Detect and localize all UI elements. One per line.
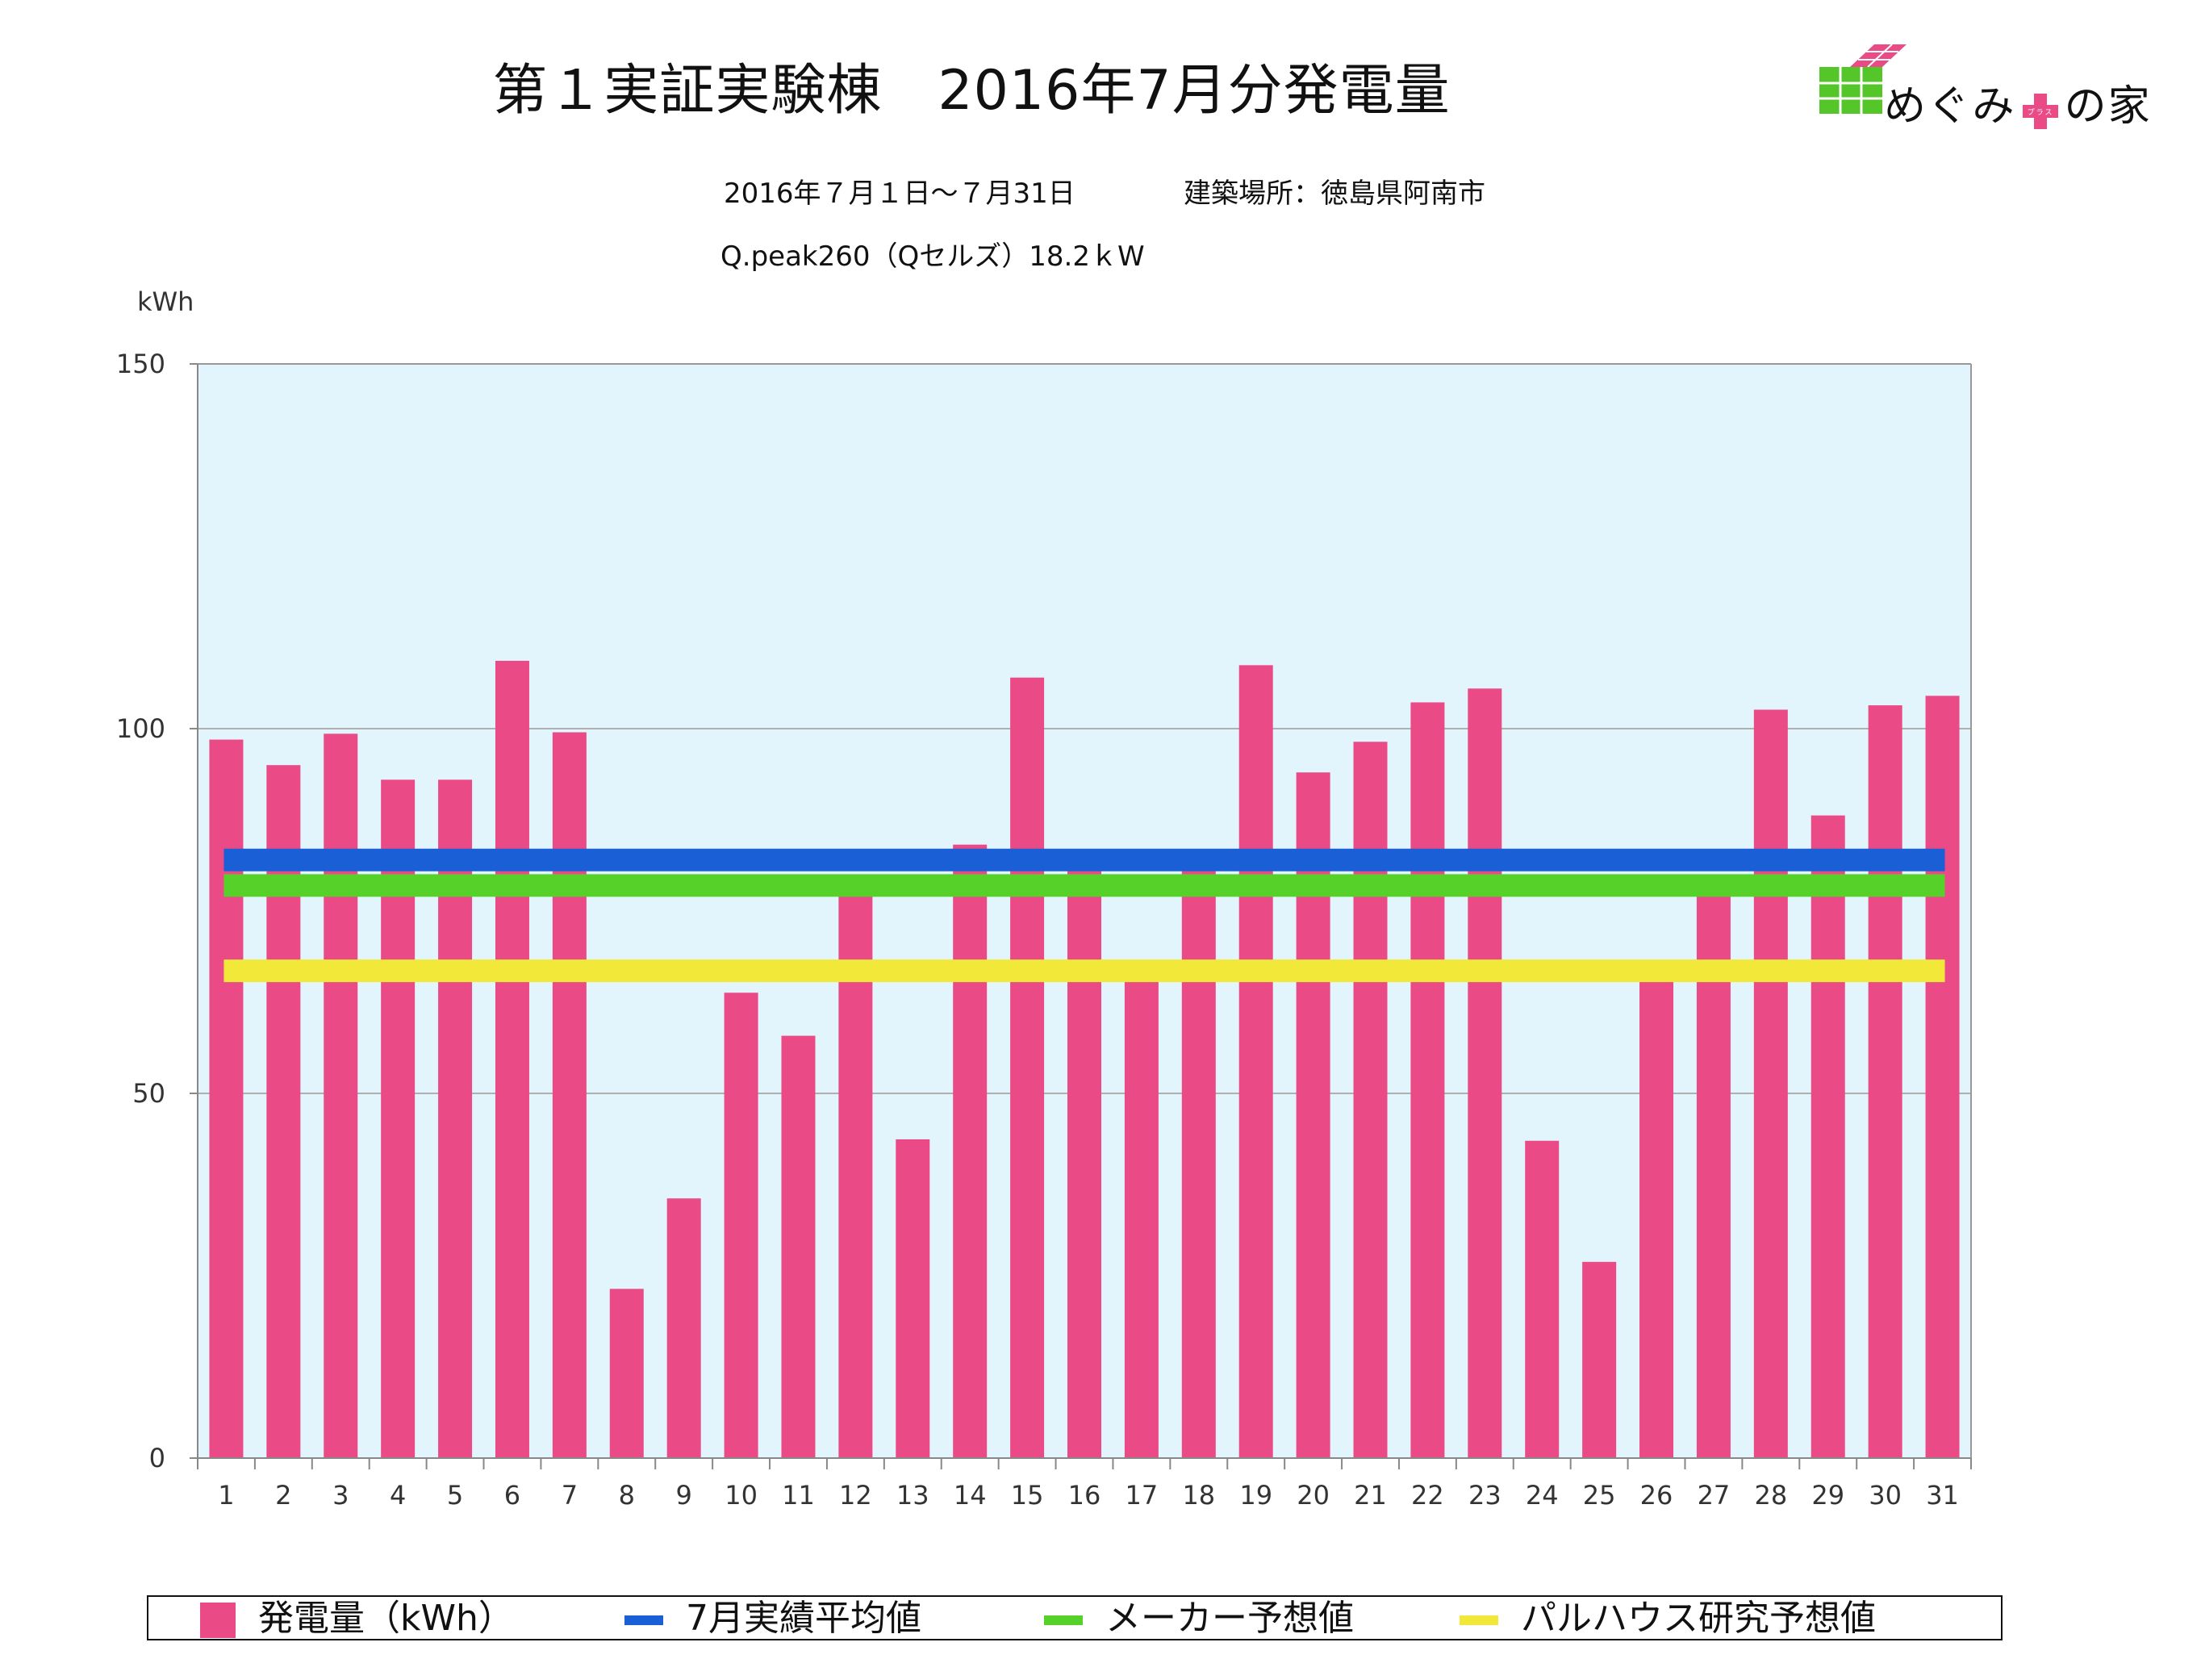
bar-day-26: [1639, 977, 1674, 1458]
bar-day-23: [1468, 688, 1502, 1458]
x-tick-label: 20: [1297, 1480, 1330, 1511]
legend-swatch-avg: [624, 1615, 663, 1625]
x-tick-label: 12: [839, 1480, 872, 1511]
x-tick-label: 6: [504, 1480, 520, 1511]
bar-day-31: [1925, 696, 1960, 1458]
legend-label-research: パルハウス研究予想値: [1521, 1598, 1876, 1639]
x-tick-label: 21: [1354, 1480, 1387, 1511]
legend-swatch-maker: [1044, 1615, 1083, 1625]
x-tick-label: 8: [619, 1480, 635, 1511]
x-tick-label: 5: [447, 1480, 463, 1511]
y-tick-label: 150: [116, 349, 165, 379]
bar-day-27: [1696, 891, 1731, 1458]
x-tick-label: 3: [332, 1480, 349, 1511]
logo-text-right: の家: [2064, 82, 2152, 131]
x-tick-label: 9: [675, 1480, 691, 1511]
x-tick-label: 13: [896, 1480, 929, 1511]
x-tick-label: 19: [1239, 1480, 1272, 1511]
bar-day-6: [495, 660, 529, 1458]
bar-day-16: [1067, 867, 1101, 1458]
y-tick-label: 0: [149, 1443, 165, 1473]
x-tick-label: 4: [390, 1480, 406, 1511]
brand-logo: めぐみプラス の家: [1819, 44, 2182, 131]
legend-label-maker: メーカー予想値: [1105, 1598, 1354, 1639]
y-tick-label: 50: [132, 1078, 165, 1109]
x-tick-label: 25: [1583, 1480, 1616, 1511]
bar-day-8: [609, 1289, 644, 1458]
bar-day-15: [1010, 677, 1045, 1458]
bar-day-9: [666, 1198, 701, 1458]
bar-day-10: [724, 993, 758, 1458]
legend-swatch-output: [200, 1603, 236, 1638]
system-label: Q.peak260（Qセルズ）18.2ｋW: [720, 240, 1145, 273]
x-tick-label: 27: [1698, 1480, 1731, 1511]
x-tick-label: 10: [725, 1480, 758, 1511]
legend-swatch-research: [1460, 1615, 1498, 1625]
bar-day-30: [1868, 705, 1902, 1458]
legend-item-avg: 7月実績平均値: [624, 1599, 921, 1639]
x-tick-label: 28: [1754, 1480, 1787, 1511]
x-tick-label: 15: [1011, 1480, 1044, 1511]
bar-day-1: [209, 739, 244, 1458]
x-tick-label: 11: [782, 1480, 815, 1511]
bar-day-17: [1124, 977, 1159, 1458]
bar-day-3: [324, 733, 358, 1458]
legend-label-output: 発電量（kWh）: [258, 1598, 514, 1639]
x-tick-label: 17: [1126, 1480, 1159, 1511]
x-tick-label: 1: [218, 1480, 234, 1511]
x-tick-label: 31: [1926, 1480, 1959, 1511]
plus-cross-icon: プラス: [2022, 91, 2058, 129]
bar-day-22: [1410, 702, 1445, 1458]
bar-day-25: [1582, 1261, 1617, 1458]
x-tick-label: 2: [275, 1480, 291, 1511]
x-tick-label: 18: [1182, 1480, 1215, 1511]
house-grid-icon: [1819, 44, 1907, 114]
legend-item-output: 発電量（kWh）: [200, 1599, 514, 1639]
bar-day-13: [896, 1139, 930, 1458]
legend-item-maker: メーカー予想値: [1044, 1599, 1354, 1639]
x-tick-label: 29: [1811, 1480, 1844, 1511]
logo-text-left: めぐみ: [1884, 82, 2016, 131]
x-tick-label: 30: [1869, 1480, 1902, 1511]
x-tick-label: 23: [1468, 1480, 1501, 1511]
y-tick-label: 100: [116, 713, 165, 744]
legend: 発電量（kWh） 7月実績平均値 メーカー予想値 パルハウス研究予想値: [147, 1595, 2003, 1640]
bar-day-24: [1525, 1140, 1560, 1458]
logo-text: めぐみプラス の家: [1884, 72, 2152, 132]
bar-day-7: [552, 732, 587, 1458]
bar-day-12: [838, 891, 873, 1458]
x-tick-label: 7: [562, 1480, 578, 1511]
bar-day-19: [1238, 665, 1273, 1458]
legend-label-avg: 7月実績平均値: [686, 1598, 921, 1639]
chart-title: 第１実証実験棟 2016年7月分発電量: [492, 59, 1451, 123]
logo-plus-text: プラス: [2027, 108, 2053, 117]
x-tick-label: 22: [1411, 1480, 1444, 1511]
location-label: 建築場所：徳島県阿南市: [1184, 178, 1485, 210]
bar-day-11: [781, 1035, 816, 1458]
x-tick-label: 16: [1068, 1480, 1101, 1511]
x-tick-label: 24: [1526, 1480, 1559, 1511]
x-tick-label: 26: [1640, 1480, 1673, 1511]
period-label: 2016年７月１日〜７月31日: [724, 178, 1075, 210]
bar-day-28: [1753, 709, 1788, 1458]
bar-day-14: [953, 844, 988, 1458]
bar-day-18: [1181, 867, 1216, 1458]
bar-day-29: [1810, 815, 1845, 1458]
y-axis-unit: kWh: [137, 286, 194, 317]
x-tick-label: 14: [954, 1480, 987, 1511]
legend-item-research: パルハウス研究予想値: [1460, 1599, 1876, 1639]
